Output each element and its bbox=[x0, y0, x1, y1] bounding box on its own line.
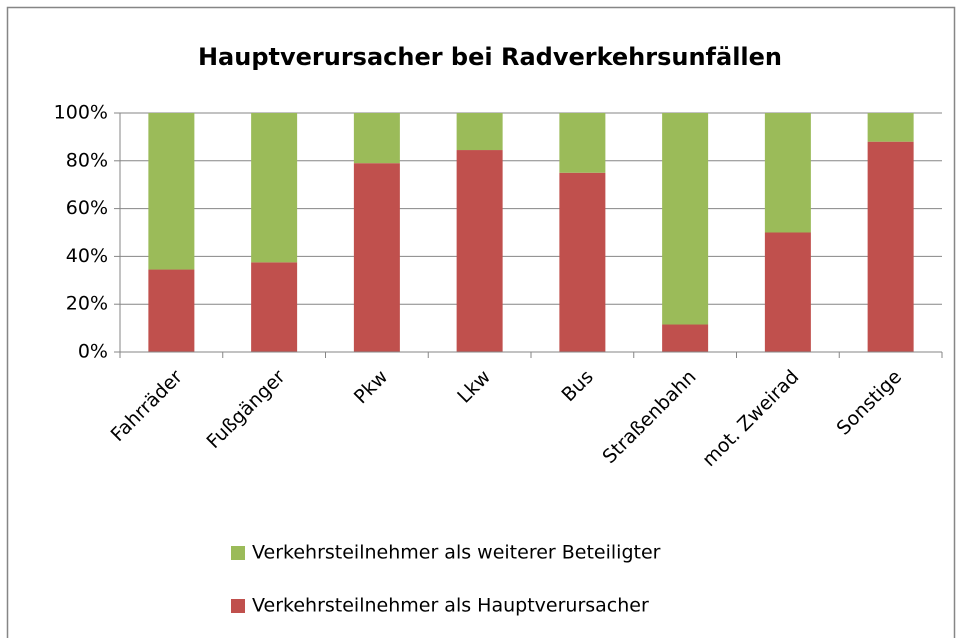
bar-segment bbox=[456, 113, 503, 151]
legend-label: Verkehrsteilnehmer als Hauptverursacher bbox=[252, 595, 649, 617]
y-tick-label: 0% bbox=[78, 341, 108, 363]
bar-segment bbox=[353, 113, 400, 164]
bar-segment bbox=[251, 113, 298, 263]
legend-swatch bbox=[231, 546, 245, 560]
bar-segment bbox=[867, 141, 914, 352]
bar-segment bbox=[764, 232, 811, 352]
chart-title: Hauptverursacher bei Radverkehrsunfällen bbox=[198, 43, 782, 71]
bar-segment bbox=[559, 172, 606, 352]
bar-segment bbox=[456, 150, 503, 352]
bar-segment bbox=[867, 113, 914, 142]
bar-segment bbox=[559, 113, 606, 173]
legend-swatch bbox=[231, 599, 245, 613]
y-tick-label: 20% bbox=[66, 293, 108, 315]
bar-segment bbox=[764, 113, 811, 233]
bar-segment bbox=[662, 113, 709, 325]
legend-label: Verkehrsteilnehmer als weiterer Beteilig… bbox=[252, 542, 661, 564]
y-tick-label: 60% bbox=[66, 197, 108, 219]
bar-segment bbox=[353, 163, 400, 352]
bar-segment bbox=[662, 324, 709, 352]
y-tick-label: 100% bbox=[54, 102, 108, 124]
bar-segment bbox=[148, 269, 195, 352]
y-tick-label: 40% bbox=[66, 245, 108, 267]
y-tick-label: 80% bbox=[66, 149, 108, 171]
bar-segment bbox=[251, 262, 298, 352]
bar-segment bbox=[148, 113, 195, 270]
